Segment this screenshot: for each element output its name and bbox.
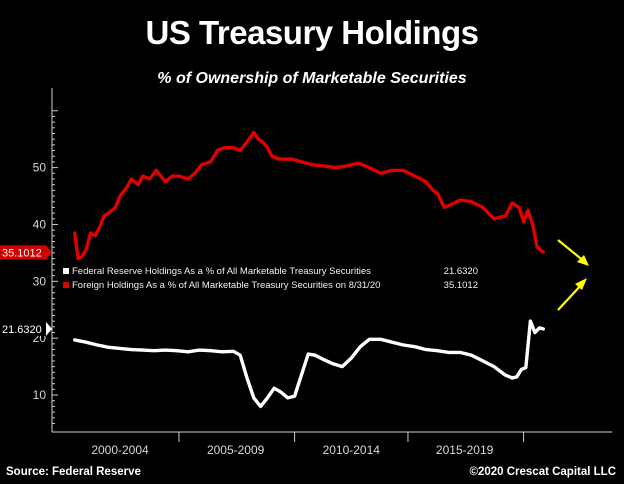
legend-value: 21.6320 <box>444 266 478 277</box>
x-tick-label: 2015-2019 <box>436 443 494 457</box>
series-line-foreign <box>72 130 545 261</box>
last-value-text: 35.1012 <box>2 247 42 259</box>
x-tick-label: 2005-2009 <box>207 443 265 457</box>
tag-pointer-icon <box>46 321 52 336</box>
legend-label: Foreign Holdings As a % of All Marketabl… <box>72 280 380 291</box>
y-tick-label: 30 <box>33 274 47 288</box>
arrow-down-icon <box>557 239 586 263</box>
last-value-tag <box>0 321 46 336</box>
legend-value: 35.1012 <box>444 280 478 291</box>
x-tick-label: 2000-2004 <box>91 443 149 457</box>
legend-swatch <box>63 282 69 288</box>
last-value-tag <box>0 245 46 260</box>
series-layer <box>72 130 545 409</box>
y-tick-label: 50 <box>33 161 47 175</box>
legend-box <box>58 264 482 293</box>
legend-swatch <box>63 268 69 274</box>
legend: Federal Reserve Holdings As a % of All M… <box>58 264 482 293</box>
copyright-note: ©2020 Crescat Capital LLC <box>469 466 616 478</box>
arrow-up-head-icon <box>575 278 587 290</box>
y-tick-label: 40 <box>33 217 47 231</box>
y-tick-label: 10 <box>33 388 47 402</box>
last-value-tags: 35.1012 21.6320 <box>0 245 52 336</box>
series-line-fed <box>72 319 545 409</box>
annotation-arrows <box>557 239 589 311</box>
tag-pointer-icon <box>46 245 52 260</box>
source-note: Source: Federal Reserve <box>6 466 141 478</box>
legend-label: Federal Reserve Holdings As a % of All M… <box>72 266 371 277</box>
last-value-text: 21.6320 <box>2 324 42 336</box>
arrow-up-icon <box>557 282 584 311</box>
chart-subtitle: % of Ownership of Marketable Securities <box>157 70 467 87</box>
x-tick-label: 2010-2014 <box>323 443 381 457</box>
chart-title: US Treasury Holdings <box>145 14 479 51</box>
arrow-down-head-icon <box>577 255 589 266</box>
